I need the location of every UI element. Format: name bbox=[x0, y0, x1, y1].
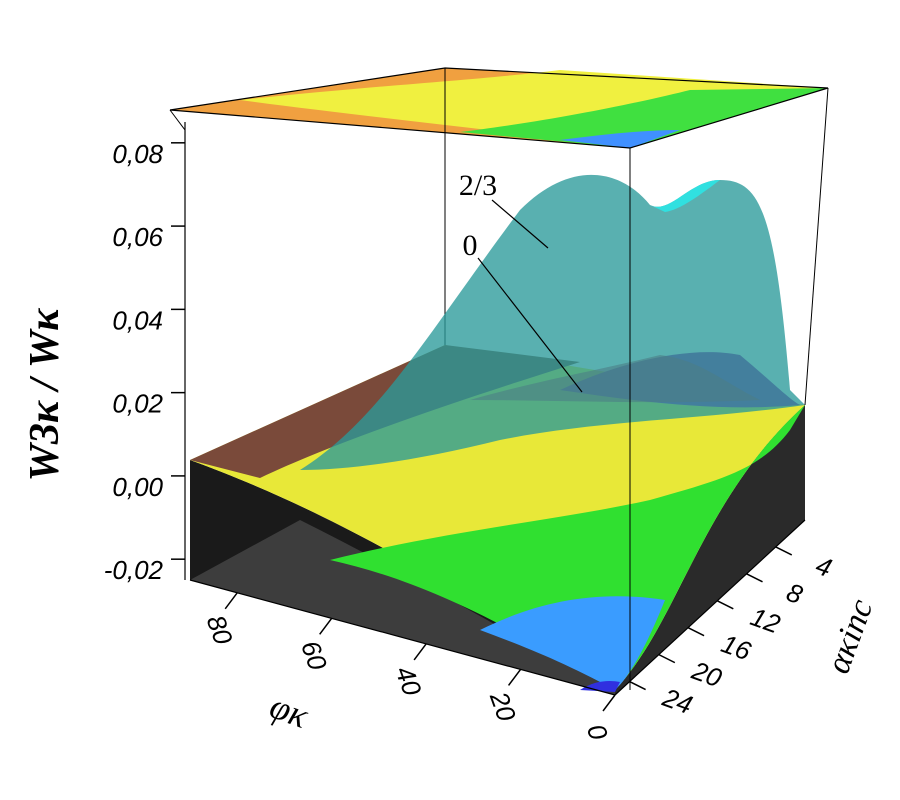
z-tick-label: 0,02 bbox=[112, 389, 163, 419]
y-tick-label: 20 bbox=[687, 655, 726, 694]
surface-region bbox=[650, 180, 720, 212]
z-tick-label: 0,06 bbox=[112, 222, 163, 252]
x-tick bbox=[602, 694, 616, 712]
z-tick-label: 0,04 bbox=[112, 305, 163, 335]
y-tick bbox=[658, 653, 676, 664]
surface-region bbox=[330, 405, 805, 690]
y-tick-label: 16 bbox=[717, 628, 755, 666]
y-tick bbox=[746, 573, 763, 583]
box-edge bbox=[804, 87, 829, 406]
z-tick-label: -0,02 bbox=[104, 555, 164, 585]
top-band bbox=[560, 130, 680, 148]
x-tick bbox=[224, 592, 238, 610]
y-axis bbox=[614, 519, 806, 696]
y-tick bbox=[775, 546, 793, 556]
z-tick-label: 0,00 bbox=[112, 472, 163, 502]
x-tick bbox=[319, 617, 333, 635]
x-tick-label: 20 bbox=[484, 687, 523, 726]
x-tick bbox=[413, 643, 427, 661]
y-tick-label: 4 bbox=[812, 550, 836, 583]
surface-two-thirds bbox=[300, 174, 805, 470]
surface-region bbox=[480, 596, 665, 690]
annotation: 2/3 bbox=[459, 169, 497, 202]
top-band bbox=[460, 88, 828, 148]
y-tick-label: 12 bbox=[747, 601, 785, 639]
x-tick-label: 40 bbox=[390, 662, 428, 700]
x-axis bbox=[189, 579, 616, 696]
surface-wall bbox=[190, 520, 615, 695]
surface-wall bbox=[615, 405, 805, 695]
y-tick-label: 8 bbox=[783, 577, 807, 610]
x-tick-label: 80 bbox=[201, 611, 239, 649]
annotation: 0 bbox=[463, 229, 478, 262]
x-tick bbox=[507, 668, 522, 686]
y-tick-label: 24 bbox=[658, 682, 696, 720]
box-edge bbox=[169, 109, 186, 131]
leader-line bbox=[491, 199, 549, 249]
z-tick-label: 0,08 bbox=[112, 139, 163, 169]
leader-line bbox=[477, 257, 583, 393]
x-axis-title: φκ bbox=[265, 686, 314, 737]
x-tick-label: 0 bbox=[581, 720, 614, 744]
z-axis-title: W3κ / Wκ bbox=[22, 307, 68, 482]
y-axis-title: ακinc bbox=[820, 595, 881, 679]
y-tick bbox=[687, 627, 705, 637]
y-tick bbox=[716, 600, 734, 610]
x-tick-label: 60 bbox=[295, 637, 333, 675]
y-tick bbox=[629, 680, 646, 691]
surface-region bbox=[580, 680, 620, 692]
